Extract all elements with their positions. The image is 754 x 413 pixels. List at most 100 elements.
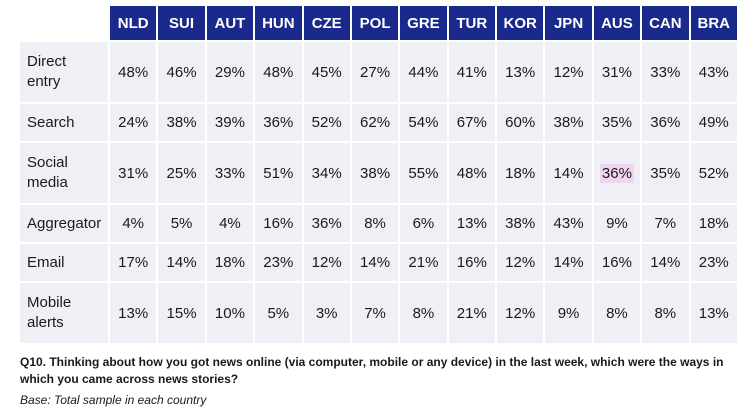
cell-value: 12% — [505, 304, 536, 322]
table-cell: 62% — [351, 104, 399, 141]
cell-value: 33% — [650, 63, 681, 81]
table-cell: 35% — [642, 143, 689, 203]
table-cell: 5% — [158, 205, 205, 242]
table-cell: 10% — [206, 283, 254, 343]
column-header-aus: AUS — [593, 6, 641, 40]
table-body: Direct entry 48% 46% 29% 48% 45% 27% 44% 41% 13% 1… — [20, 42, 737, 343]
cell-value: 12% — [311, 254, 342, 271]
column-header-nld: NLD — [110, 6, 157, 40]
cell-value: 43% — [553, 215, 584, 232]
cell-value: 25% — [166, 164, 197, 182]
header-row: NLD SUI AUT HUN CZE POL GRE TUR KOR JPN AUS CAN BRA — [20, 6, 737, 40]
table-cell: 41% — [448, 42, 495, 102]
cell-value: 8% — [654, 304, 677, 322]
cell-value: 10% — [214, 304, 245, 322]
table-cell: 67% — [448, 104, 495, 141]
row-label: Social media — [20, 143, 108, 203]
row-label: Direct entry — [20, 42, 108, 102]
cell-value: 9% — [606, 215, 628, 232]
table-cell: 13% — [497, 42, 544, 102]
table-cell: 49% — [690, 104, 737, 141]
table-cell: 16% — [255, 205, 302, 242]
cell-value: 36% — [311, 215, 342, 232]
cell-value: 48% — [263, 63, 294, 81]
table-cell: 46% — [158, 42, 205, 102]
table-cell: 9% — [545, 283, 592, 343]
table-cell: 52% — [690, 143, 737, 203]
cell-value: 7% — [364, 304, 386, 322]
table-cell: 18% — [206, 244, 254, 281]
table-cell: 52% — [303, 104, 350, 141]
cell-value: 67% — [456, 114, 487, 131]
cell-value: 62% — [360, 114, 391, 131]
table-cell: 12% — [497, 244, 544, 281]
cell-value: 8% — [364, 215, 386, 232]
table-cell: 38% — [351, 143, 399, 203]
table-cell: 14% — [642, 244, 689, 281]
cell-value: 23% — [698, 254, 729, 271]
cell-value: 38% — [360, 164, 391, 182]
column-header-pol: POL — [351, 6, 399, 40]
table-cell: 43% — [545, 205, 592, 242]
cell-value: 45% — [311, 63, 342, 81]
cell-value: 38% — [505, 215, 536, 232]
table-cell: 21% — [448, 283, 495, 343]
table-cell: 51% — [255, 143, 302, 203]
table-cell: 34% — [303, 143, 350, 203]
cell-value: 34% — [311, 164, 342, 182]
table-cell: 18% — [497, 143, 544, 203]
cell-value: 36% — [650, 114, 681, 131]
table-cell: 60% — [497, 104, 544, 141]
table-cell: 33% — [206, 143, 254, 203]
table-cell: 27% — [351, 42, 399, 102]
cell-value: 51% — [263, 164, 294, 182]
table-cell: 45% — [303, 42, 350, 102]
table-cell: 6% — [400, 205, 447, 242]
cell-value: 16% — [456, 254, 487, 271]
table-cell: 18% — [690, 205, 737, 242]
table-cell: 38% — [545, 104, 592, 141]
cell-value: 18% — [698, 215, 729, 232]
table-row: Email 17% 14% 18% 23% 12% 14% 21% 16% 12% 14% 16% 14… — [20, 244, 737, 281]
cell-value: 52% — [698, 164, 729, 182]
table-cell: 8% — [351, 205, 399, 242]
cell-value: 60% — [505, 114, 536, 131]
table-cell: 14% — [351, 244, 399, 281]
base-note: Base: Total sample in each country — [20, 393, 207, 407]
cell-value: 43% — [698, 63, 729, 81]
table-cell: 24% — [110, 104, 157, 141]
table-cell: 21% — [400, 244, 447, 281]
table-cell: 48% — [448, 143, 495, 203]
table-cell: 8% — [642, 283, 689, 343]
cell-value: 55% — [408, 164, 439, 182]
cell-value: 8% — [606, 304, 628, 322]
cell-value: 33% — [214, 164, 245, 182]
table-row: Search 24% 38% 39% 36% 52% 62% 54% 67% 60% 38% 35% 3… — [20, 104, 737, 141]
cell-value: 14% — [650, 254, 681, 271]
cell-value: 48% — [456, 164, 487, 182]
table-cell: 23% — [690, 244, 737, 281]
cell-value: 16% — [263, 215, 294, 232]
cell-value: 49% — [698, 114, 729, 131]
table-cell: 14% — [158, 244, 205, 281]
table-cell: 7% — [642, 205, 689, 242]
data-table: NLD SUI AUT HUN CZE POL GRE TUR KOR JPN AUS CAN BRA … — [18, 4, 739, 345]
cell-value: 6% — [412, 215, 435, 232]
table-cell: 4% — [206, 205, 254, 242]
cell-value: 39% — [214, 114, 245, 131]
cell-value: 12% — [505, 254, 536, 271]
table-cell: 36% — [303, 205, 350, 242]
table-cell: 38% — [158, 104, 205, 141]
column-header-jpn: JPN — [545, 6, 592, 40]
table-cell: 39% — [206, 104, 254, 141]
table-cell: 12% — [497, 283, 544, 343]
cell-value: 23% — [263, 254, 294, 271]
table-cell: 8% — [593, 283, 641, 343]
cell-value: 17% — [118, 254, 149, 271]
cell-value: 44% — [408, 63, 439, 81]
cell-value: 36% — [599, 163, 634, 183]
table-cell: 48% — [255, 42, 302, 102]
table-cell: 13% — [448, 205, 495, 242]
table-cell: 13% — [690, 283, 737, 343]
table-cell: 12% — [303, 244, 350, 281]
